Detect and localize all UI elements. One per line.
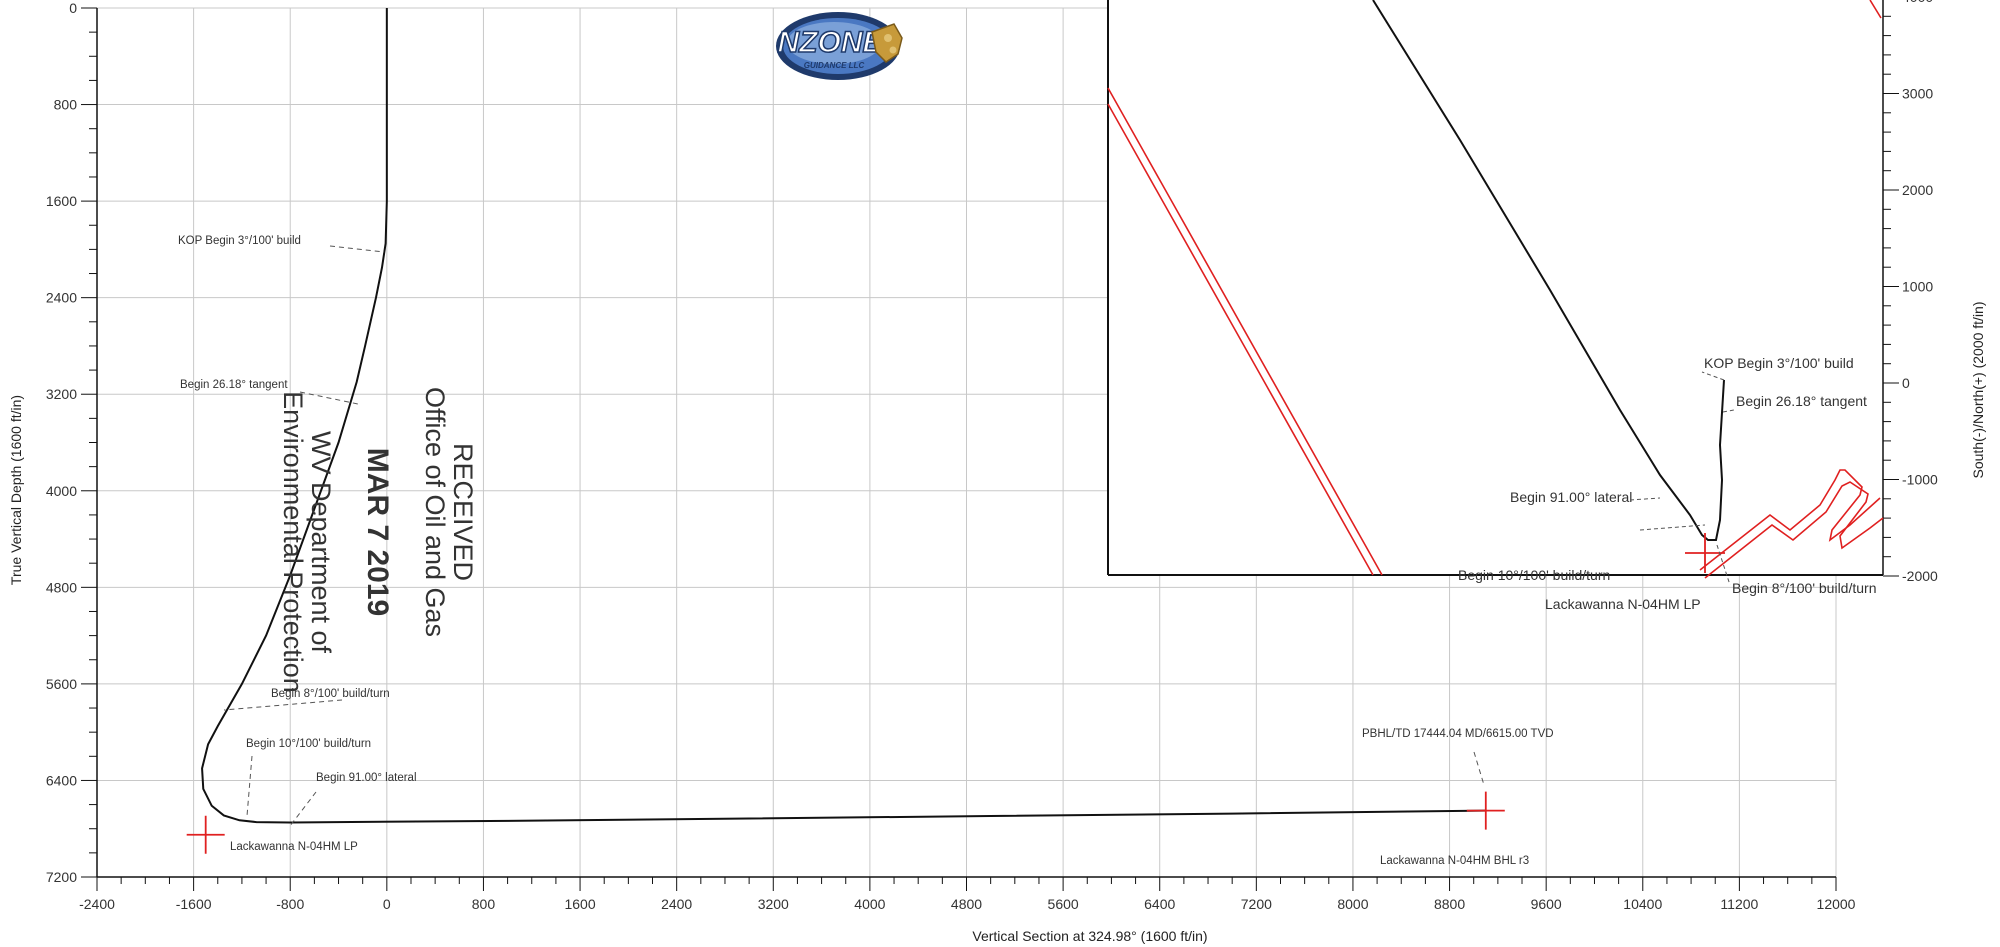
inset-ann-10deg: Begin 10°/100' build/turn bbox=[1458, 567, 1610, 583]
x-tick-label: 7200 bbox=[1241, 896, 1272, 912]
target-marker bbox=[1466, 791, 1505, 830]
y-tick-label: 1600 bbox=[46, 193, 77, 209]
x-tick-label: 10400 bbox=[1623, 896, 1662, 912]
x-tick-label: 4000 bbox=[854, 896, 885, 912]
y-tick-label: 800 bbox=[54, 97, 78, 113]
annotation-label: Begin 10°/100' build/turn bbox=[246, 738, 371, 750]
inset-ann-lateral: Begin 91.00° lateral bbox=[1510, 489, 1632, 505]
inset-lp-target bbox=[1685, 533, 1725, 573]
x-tick-label: 6400 bbox=[1144, 896, 1175, 912]
inset-wellpath bbox=[1372, 0, 1725, 541]
inset-tick-label: 2000 bbox=[1902, 182, 1933, 198]
main-axes: -2400 -1600 -800 0 800 1600 2400 3200 4000 4800 56… bbox=[46, 0, 1856, 912]
inset-lease-boundary-lower-right-b bbox=[1704, 481, 1884, 579]
stamp-line1: RECEIVED bbox=[448, 443, 478, 581]
inset-tick-label: -2000 bbox=[1902, 568, 1938, 584]
annotation-leader bbox=[289, 791, 317, 827]
x-tick-label: 11200 bbox=[1720, 896, 1758, 912]
annotation-label: KOP Begin 3°/100' build bbox=[178, 235, 301, 247]
inset-ann-8deg: Begin 8°/100' build/turn bbox=[1732, 580, 1876, 596]
annotation-label: Lackawanna N-04HM BHL r3 bbox=[1380, 855, 1529, 867]
annotation-label: Begin 91.00° lateral bbox=[316, 772, 417, 784]
stamp-line4: Environmental Protection bbox=[278, 391, 308, 693]
inset-tick-label: -1000 bbox=[1902, 472, 1938, 488]
annotation-label: Lackawanna N-04HM LP bbox=[230, 841, 358, 853]
inset-y-axis-title: South(-)/North(+) (2000 ft/in) bbox=[1970, 301, 1986, 478]
main-annotations: KOP Begin 3°/100' build Begin 26.18° tang… bbox=[178, 235, 1554, 867]
y-tick-label: 4800 bbox=[46, 579, 77, 595]
nzone-logo: NZONE GUIDANCE LLC bbox=[776, 12, 903, 80]
inset-ann-tangent: Begin 26.18° tangent bbox=[1736, 393, 1867, 409]
inset-ann-kop: KOP Begin 3°/100' build bbox=[1704, 355, 1854, 371]
stamp-date: MAR 7 2019 bbox=[361, 448, 394, 616]
inset-tick-label: 1000 bbox=[1902, 279, 1933, 295]
x-tick-label: 0 bbox=[383, 896, 391, 912]
annotation-leader bbox=[223, 699, 343, 711]
inset-plan-view: -2000 -1000 0 1000 2000 3000 4000 KOP Begin 3°… bbox=[1107, 0, 1986, 612]
inset-tick-label: 4000 bbox=[1902, 0, 1933, 5]
x-tick-label: 8000 bbox=[1337, 896, 1368, 912]
y-tick-label: 2400 bbox=[46, 290, 77, 306]
x-tick-label: 2400 bbox=[661, 896, 692, 912]
stamp-line3: WV Department of bbox=[306, 431, 336, 654]
annotation-leader bbox=[299, 391, 359, 405]
inset-lease-line-left-b bbox=[1107, 103, 1374, 576]
main-series bbox=[201, 8, 1486, 824]
y-tick-label: 6400 bbox=[46, 772, 77, 788]
inset-tick-label: 0 bbox=[1902, 375, 1910, 391]
svg-text:GUIDANCE LLC: GUIDANCE LLC bbox=[804, 61, 865, 70]
received-stamp: RECEIVED Office of Oil and Gas MAR 7 201… bbox=[278, 387, 478, 693]
x-tick-label: 3200 bbox=[758, 896, 789, 912]
annotation-label: PBHL/TD 17444.04 MD/6615.00 TVD bbox=[1362, 728, 1554, 740]
annotation-label: Begin 8°/100' build/turn bbox=[271, 688, 390, 700]
svg-text:NZONE: NZONE bbox=[778, 26, 884, 59]
main-targets bbox=[186, 791, 1505, 854]
x-tick-label: 1600 bbox=[564, 896, 595, 912]
x-tick-label: 12000 bbox=[1817, 896, 1856, 912]
y-tick-label: 7200 bbox=[46, 869, 77, 885]
annotation-leader bbox=[1473, 751, 1485, 786]
target-marker bbox=[186, 815, 225, 854]
y-axis-title: True Vertical Depth (1600 ft/in) bbox=[8, 395, 24, 585]
y-tick-label: 5600 bbox=[46, 676, 77, 692]
inset-tick-label: 3000 bbox=[1902, 86, 1933, 102]
stamp-line2: Office of Oil and Gas bbox=[420, 387, 450, 637]
x-tick-label: 9600 bbox=[1531, 896, 1562, 912]
inset-ann-lp: Lackawanna N-04HM LP bbox=[1545, 596, 1701, 612]
x-axis-title: Vertical Section at 324.98° (1600 ft/in) bbox=[972, 928, 1207, 944]
y-tick-label: 0 bbox=[69, 0, 77, 16]
inset-lease-line-top-right bbox=[1869, 0, 1882, 19]
annotation-label: Begin 26.18° tangent bbox=[180, 379, 288, 391]
annotation-leader bbox=[246, 755, 253, 817]
x-tick-label: -1600 bbox=[176, 896, 212, 912]
wellpath-line bbox=[201, 8, 1486, 824]
annotation-leader bbox=[329, 245, 385, 253]
inset-background bbox=[1108, 0, 1883, 575]
inset-annotations: KOP Begin 3°/100' build Begin 26.18° tan… bbox=[1458, 355, 1876, 612]
x-tick-label: -800 bbox=[276, 896, 304, 912]
y-tick-label: 3200 bbox=[46, 386, 77, 402]
inset-ticks: -2000 -1000 0 1000 2000 3000 4000 bbox=[1883, 0, 1938, 584]
y-tick-label: 4000 bbox=[46, 483, 77, 499]
x-tick-label: 4800 bbox=[951, 896, 982, 912]
x-tick-label: 5600 bbox=[1048, 896, 1079, 912]
inset-lease-line-left-a bbox=[1107, 87, 1383, 576]
inset-lease-boundary-lower-right bbox=[1699, 469, 1881, 571]
x-tick-label: 8800 bbox=[1434, 896, 1465, 912]
x-tick-label: -2400 bbox=[79, 896, 115, 912]
x-tick-label: 800 bbox=[472, 896, 496, 912]
